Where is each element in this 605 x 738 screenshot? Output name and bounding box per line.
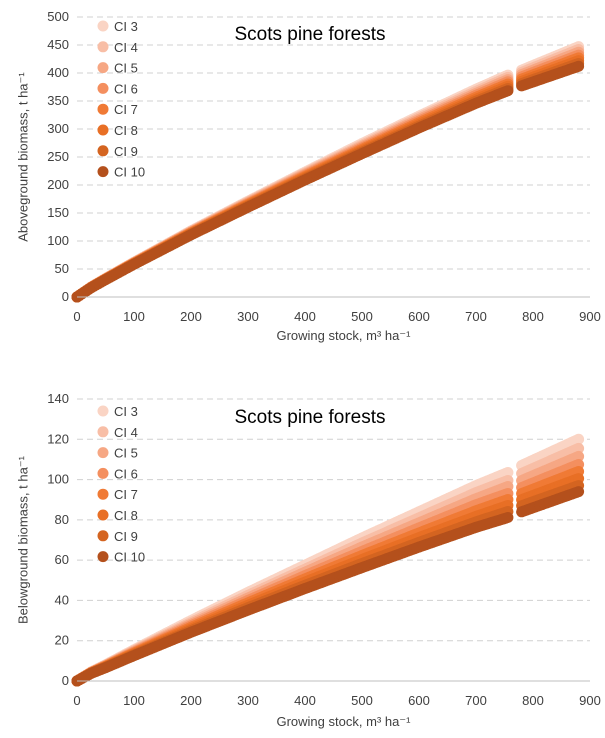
x-tick-label: 500 xyxy=(351,693,373,708)
legend-label: CI 9 xyxy=(114,144,138,159)
data-point xyxy=(502,512,514,524)
data-point xyxy=(502,85,514,97)
y-tick-label: 150 xyxy=(47,205,69,220)
x-tick-label: 800 xyxy=(522,693,544,708)
legend-label: CI 10 xyxy=(114,165,145,180)
x-tick-label: 600 xyxy=(408,693,430,708)
x-tick-label: 900 xyxy=(579,693,601,708)
aboveground-chart-svg: 0 50 100 150 200 250 300 350 400 450 500 0 100 200 300… xyxy=(15,9,601,343)
y-tick-label: 120 xyxy=(47,431,69,446)
legend-label: CI 10 xyxy=(114,550,145,565)
legend-marker xyxy=(97,20,109,32)
x-tick-label: 200 xyxy=(180,693,202,708)
legend-marker xyxy=(97,509,109,521)
x-tick-label: 100 xyxy=(123,693,145,708)
legend-label: CI 7 xyxy=(114,102,138,117)
belowground-chart-svg: 0 20 40 60 80 100 120 140 0 100 200 300 400 500 600 700… xyxy=(15,391,601,729)
data-point xyxy=(573,442,585,454)
legend-label: CI 7 xyxy=(114,487,138,502)
legend-marker xyxy=(97,145,109,157)
y-axis-title: Belowground biomass, t ha⁻¹ xyxy=(15,455,30,624)
x-tick-label: 400 xyxy=(294,693,316,708)
y-tick-label: 450 xyxy=(47,37,69,52)
legend-label: CI 6 xyxy=(114,466,138,481)
legend-marker xyxy=(97,551,109,563)
y-tick-label: 350 xyxy=(47,93,69,108)
data-point xyxy=(502,466,514,478)
belowground-chart: 0 20 40 60 80 100 120 140 0 100 200 300 400 500 600 700… xyxy=(0,369,605,738)
legend-marker xyxy=(97,467,109,479)
legend-marker xyxy=(97,405,109,417)
y-tick-label: 500 xyxy=(47,9,69,24)
legend-label: CI 3 xyxy=(114,404,138,419)
x-tick-label: 100 xyxy=(123,309,145,324)
y-tick-label: 300 xyxy=(47,121,69,136)
legend-marker xyxy=(97,82,109,94)
x-tick-label: 0 xyxy=(73,309,80,324)
legend-marker xyxy=(97,488,109,500)
legend-marker xyxy=(97,124,109,136)
legend-marker xyxy=(97,166,109,178)
y-tick-label: 0 xyxy=(62,673,69,688)
chart-title: Scots pine forests xyxy=(234,24,385,45)
legend-label: CI 4 xyxy=(114,425,138,440)
series-ci-10 xyxy=(71,60,585,303)
x-tick-label: 600 xyxy=(408,309,430,324)
x-tick-label: 200 xyxy=(180,309,202,324)
legend-label: CI 5 xyxy=(114,61,138,76)
legend-marker xyxy=(97,41,109,53)
legend-label: CI 8 xyxy=(114,123,138,138)
y-tick-label: 100 xyxy=(47,472,69,487)
y-tick-label: 40 xyxy=(55,592,69,607)
y-tick-label: 80 xyxy=(55,512,69,527)
x-tick-label: 700 xyxy=(465,309,487,324)
x-tick-label: 800 xyxy=(522,309,544,324)
x-tick-label: 900 xyxy=(579,309,601,324)
data-point xyxy=(573,486,585,498)
legend-marker xyxy=(97,426,109,438)
x-tick-label: 300 xyxy=(237,693,259,708)
legend-marker xyxy=(97,530,109,542)
legend-label: CI 4 xyxy=(114,40,138,55)
x-axis-title: Growing stock, m³ ha⁻¹ xyxy=(276,328,411,343)
x-tick-label: 700 xyxy=(465,693,487,708)
data-point xyxy=(573,433,585,445)
legend-label: CI 6 xyxy=(114,81,138,96)
series-ci-10 xyxy=(71,486,585,687)
x-axis-title: Growing stock, m³ ha⁻¹ xyxy=(276,714,411,729)
legend-label: CI 9 xyxy=(114,529,138,544)
chart-title: Scots pine forests xyxy=(234,407,385,428)
y-tick-label: 140 xyxy=(47,391,69,406)
y-tick-label: 400 xyxy=(47,65,69,80)
y-tick-label: 0 xyxy=(62,289,69,304)
legend-marker xyxy=(97,447,109,459)
y-tick-label: 100 xyxy=(47,233,69,248)
data-point xyxy=(573,60,585,72)
y-tick-label: 200 xyxy=(47,177,69,192)
legend-label: CI 3 xyxy=(114,19,138,34)
aboveground-chart: 0 50 100 150 200 250 300 350 400 450 500 0 100 200 300… xyxy=(15,9,601,343)
legend-marker xyxy=(97,103,109,115)
y-axis-title: Aboveground biomass, t ha⁻¹ xyxy=(15,72,30,242)
y-tick-label: 20 xyxy=(55,633,69,648)
legend-marker xyxy=(97,62,109,74)
x-tick-label: 300 xyxy=(237,309,259,324)
y-tick-label: 50 xyxy=(55,261,69,276)
y-tick-label: 60 xyxy=(55,552,69,567)
y-tick-label: 250 xyxy=(47,149,69,164)
legend-label: CI 5 xyxy=(114,446,138,461)
legend-label: CI 8 xyxy=(114,508,138,523)
x-tick-label: 500 xyxy=(351,309,373,324)
data-point xyxy=(573,450,585,462)
x-tick-label: 400 xyxy=(294,309,316,324)
x-tick-label: 0 xyxy=(73,693,80,708)
